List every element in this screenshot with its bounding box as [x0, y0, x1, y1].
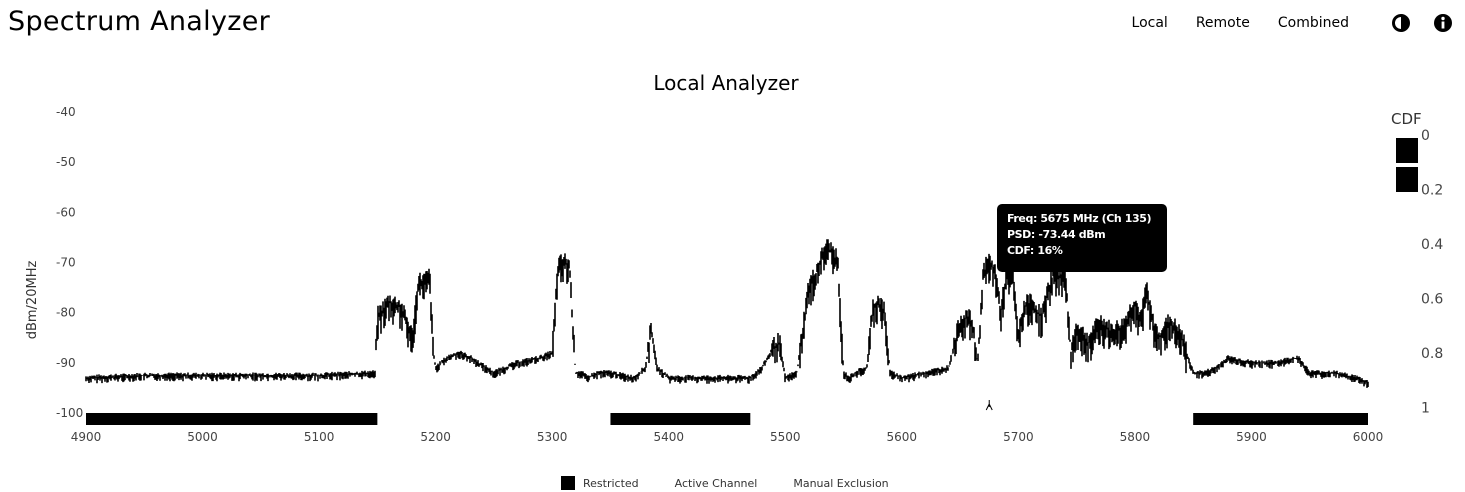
legend-swatch-restricted [561, 476, 575, 490]
top-nav: Local Remote Combined [1132, 13, 1453, 33]
tooltip-freq: Freq: 5675 MHz (Ch 135) [1007, 212, 1152, 225]
x-tick-label: 5900 [1236, 430, 1267, 444]
x-tick-label: 5200 [420, 430, 451, 444]
x-tick-label: 5000 [187, 430, 218, 444]
spectrum-trace [85, 239, 1369, 388]
y-tick-label: -40 [56, 105, 76, 119]
y-tick-label: -90 [56, 356, 76, 370]
legend-label-restricted: Restricted [583, 476, 639, 490]
hover-tooltip: Freq: 5675 MHz (Ch 135) PSD: -73.44 dBm … [997, 204, 1167, 272]
x-tick-label: 5100 [304, 430, 335, 444]
restricted-band [1193, 413, 1368, 425]
cdf-axis-label: CDF [1391, 110, 1422, 128]
y-tick-label: -50 [56, 155, 76, 169]
legend-manual-exclusion[interactable]: Manual Exclusion [793, 477, 888, 490]
legend-label-active-channel: Active Channel [674, 476, 758, 490]
nav-remote[interactable]: Remote [1195, 15, 1250, 31]
tooltip-psd: PSD: -73.44 dBm [1007, 228, 1106, 241]
cdf-tick-label: 1 [1421, 401, 1430, 417]
legend-restricted[interactable]: Restricted [561, 476, 639, 490]
cdf-tick-label: 0 [1421, 128, 1430, 144]
contrast-icon[interactable] [1391, 13, 1411, 33]
x-tick-label: 6000 [1353, 430, 1384, 444]
app-title: Spectrum Analyzer [8, 6, 271, 37]
restricted-band [86, 413, 378, 425]
x-tick-label: 5800 [1120, 430, 1151, 444]
x-tick-label: 5500 [770, 430, 801, 444]
chart-legend: Restricted Active Channel Manual Exclusi… [561, 476, 889, 490]
cdf-tick-label: 0.2 [1421, 183, 1443, 199]
y-tick-label: -70 [56, 256, 76, 270]
nav-combined[interactable]: Combined [1277, 15, 1349, 31]
legend-active-channel[interactable]: Active Channel [675, 477, 758, 490]
nav-local[interactable]: Local [1131, 15, 1168, 31]
cursor-marker [985, 400, 993, 411]
cdf-tick-label: 0.8 [1421, 346, 1443, 362]
x-tick-label: 5300 [537, 430, 568, 444]
y-tick-label: -100 [56, 406, 83, 420]
y-axis-label: dBm/20MHz [25, 261, 40, 340]
chart-title: Local Analyzer [653, 71, 799, 95]
y-tick-label: -60 [56, 205, 76, 219]
cdf-tick-label: 0.4 [1421, 237, 1443, 253]
cdf-bar [1396, 138, 1418, 163]
legend-label-manual-exclusion: Manual Exclusion [793, 476, 889, 490]
tooltip-cdf: CDF: 16% [1007, 244, 1063, 257]
restricted-band [610, 413, 751, 425]
x-tick-label: 5400 [653, 430, 684, 444]
x-tick-label: 4900 [71, 430, 102, 444]
info-icon[interactable] [1433, 13, 1453, 33]
y-tick-label: -80 [56, 306, 76, 320]
x-tick-label: 5600 [887, 430, 918, 444]
cdf-bar [1396, 167, 1418, 192]
cdf-tick-label: 0.6 [1421, 292, 1443, 308]
x-tick-label: 5700 [1003, 430, 1034, 444]
